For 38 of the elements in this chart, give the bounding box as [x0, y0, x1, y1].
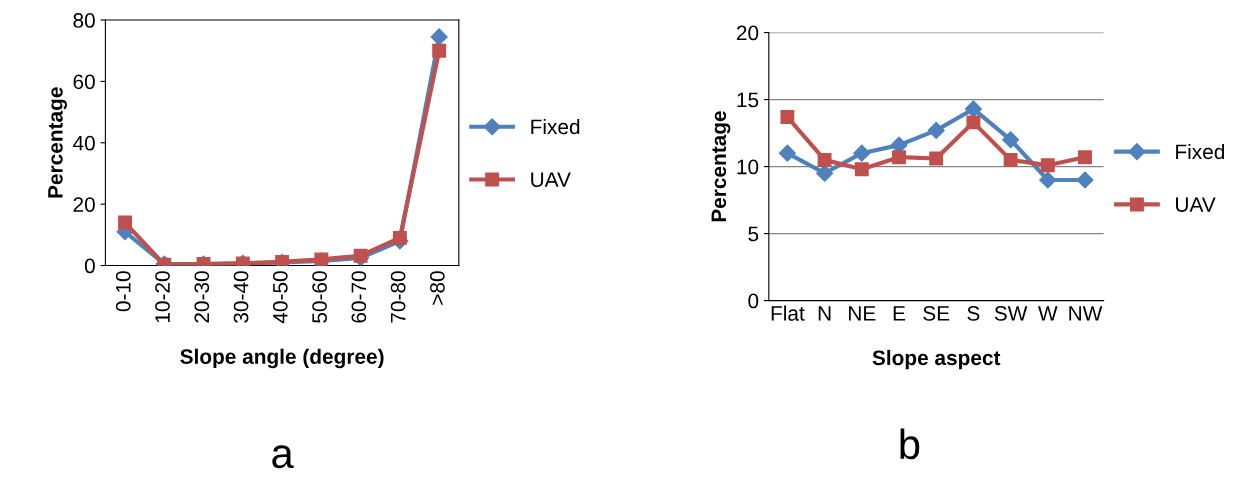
x-tick-label: N: [818, 306, 831, 321]
text: a: [272, 445, 294, 469]
x-axis-title: Slope angle (degree): [180, 348, 384, 369]
x-tick-label: S: [967, 306, 980, 321]
y-tick-label: 80: [73, 13, 95, 28]
x-tick-label: W: [1038, 306, 1058, 321]
legend-label: Fixed: [1176, 143, 1225, 160]
y-tick-label: 5: [748, 226, 759, 242]
x-tick-label: NE: [849, 306, 876, 321]
x-tick-label: 60-70: [351, 271, 367, 323]
y-tick-label: 0: [748, 293, 759, 309]
y-tick-label: 20: [73, 197, 95, 212]
x-tick-label: 70-80: [390, 271, 406, 323]
x-tick-label: 30-40: [233, 271, 249, 323]
x-tick-label: 10-20: [155, 271, 170, 323]
x-tick-label: 50-60: [312, 271, 327, 323]
y-axis-title: Percentage: [48, 87, 67, 198]
x-tick-label: 0-10: [115, 271, 131, 312]
x-tick-label: 20-30: [194, 271, 210, 323]
y-tick-label: 40: [72, 135, 95, 151]
x-tick-label: Flat: [771, 305, 805, 321]
text: b: [900, 428, 920, 460]
y-tick-label: 10: [737, 159, 759, 175]
x-tick-label: SE: [923, 306, 950, 321]
x-tick-label: E: [893, 306, 906, 321]
x-tick-label: NW: [1069, 306, 1103, 321]
y-axis-title: Percentage: [711, 111, 731, 222]
x-tick-label: SW: [994, 306, 1028, 321]
legend-label: UAV: [531, 172, 571, 188]
y-tick-label: 0: [84, 258, 95, 274]
x-tick-label: 40-50: [272, 271, 288, 324]
x-axis-title: Slope aspect: [872, 349, 1001, 370]
legend-label: UAV: [1176, 197, 1216, 212]
y-tick-label: 15: [737, 92, 759, 108]
y-tick-label: 60: [73, 74, 95, 90]
legend-label: Fixed: [531, 118, 580, 135]
y-tick-label: 20: [736, 25, 759, 41]
x-tick-label: >80: [430, 271, 445, 305]
